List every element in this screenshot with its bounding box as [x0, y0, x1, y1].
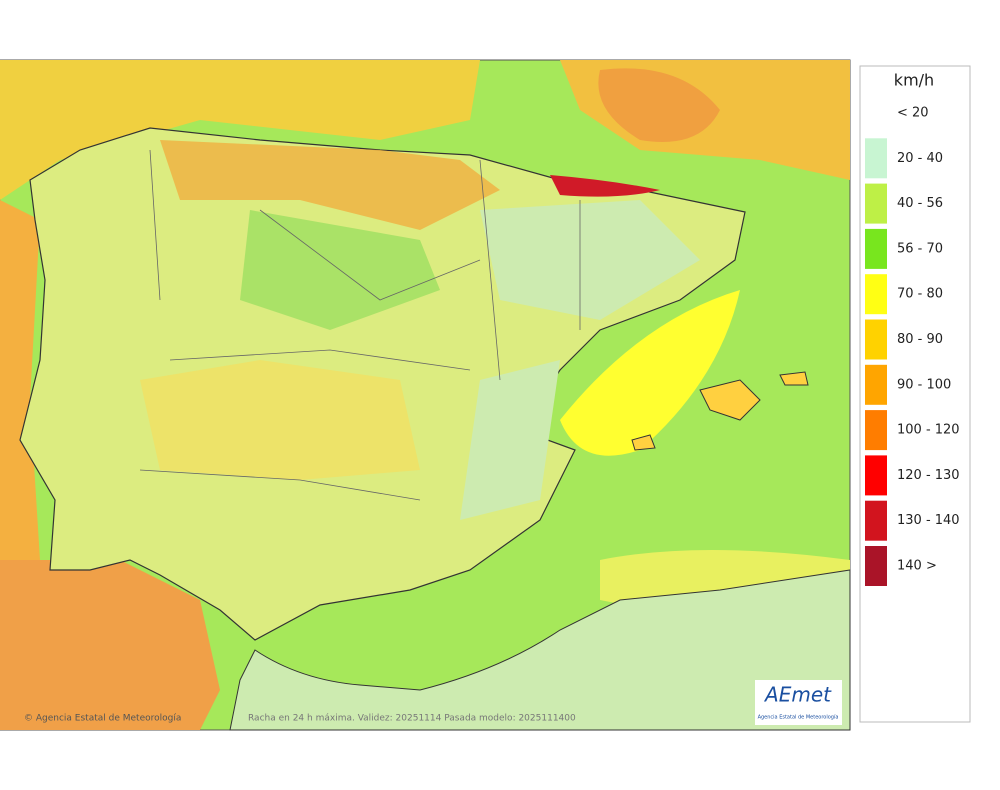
africa	[229, 569, 851, 731]
legend-label: 100 - 120	[897, 423, 960, 438]
legend-swatch	[865, 274, 887, 315]
legend: km/h < 20 20 - 40 40 - 56 56 - 70 70 - 80 80 …	[859, 65, 971, 723]
legend-swatch	[865, 546, 887, 586]
legend-label: 130 - 140	[897, 513, 960, 528]
zone	[160, 140, 500, 230]
legend-label: 40 - 56	[897, 196, 943, 211]
logo: AEmet	[763, 683, 832, 707]
logo-subtitle: Agencia Estatal de Meteorología	[758, 714, 839, 721]
credit: © Agencia Estatal de Meteorología	[24, 714, 181, 724]
logo-box	[755, 680, 842, 725]
legend-title: km/h	[894, 71, 934, 90]
legend-label: 20 - 40	[897, 151, 943, 166]
zone	[598, 68, 720, 142]
zone	[460, 360, 560, 520]
caption: Racha en 24 h máxima. Validez: 20251114 …	[248, 714, 576, 724]
legend-swatch	[865, 455, 887, 496]
zone	[550, 175, 660, 197]
legend-swatch	[865, 228, 887, 269]
zone	[0, 200, 40, 620]
legend-label: 80 - 90	[897, 332, 943, 347]
map: © Agencia Estatal de Meteorología Racha …	[0, 59, 851, 731]
legend-swatch	[865, 410, 887, 451]
zone	[560, 290, 740, 456]
legend-swatch	[865, 500, 887, 541]
legend-label: 120 - 130	[897, 468, 960, 483]
legend-label: 140 >	[897, 559, 937, 574]
legend-label: 56 - 70	[897, 241, 943, 256]
zone	[0, 560, 220, 730]
island	[631, 434, 656, 451]
legend-swatch	[865, 364, 887, 405]
island	[779, 371, 809, 386]
island	[699, 379, 761, 421]
legend-swatch	[865, 93, 887, 133]
legend-swatch	[865, 138, 887, 179]
zone	[140, 360, 420, 480]
legend-swatch	[865, 183, 887, 224]
boundary	[139, 149, 581, 501]
legend-label: 90 - 100	[897, 377, 951, 392]
legend-label: < 20	[897, 106, 929, 121]
legend-label: 70 - 80	[897, 287, 943, 302]
zone	[0, 60, 480, 200]
zone	[480, 200, 700, 320]
legend-swatch	[865, 319, 887, 360]
